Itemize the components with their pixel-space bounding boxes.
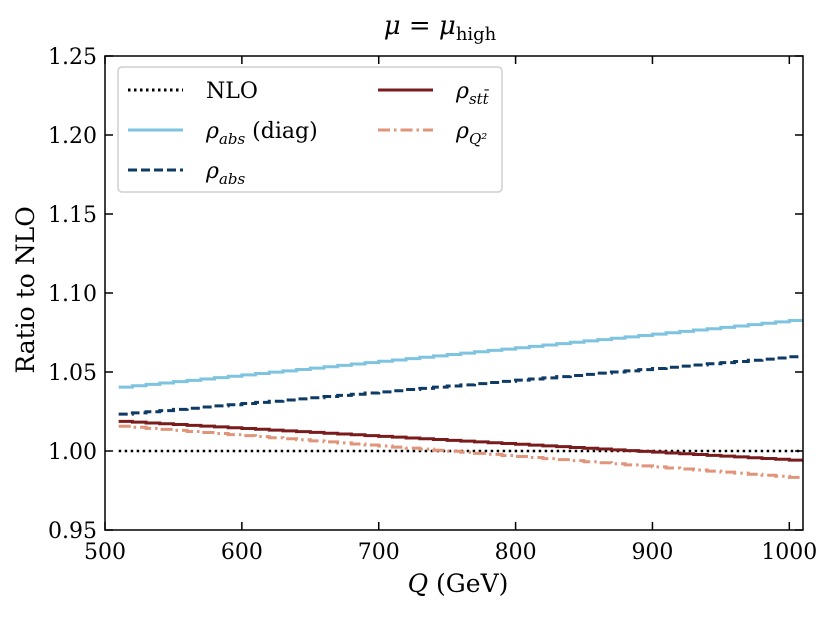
x-tick-label: 700 [358, 540, 400, 565]
x-tick-label: 1000 [761, 540, 817, 565]
y-tick-label: 1.15 [48, 203, 97, 228]
series-group [118, 319, 803, 479]
legend-label: ρabs [205, 159, 245, 188]
x-tick-label: 900 [631, 540, 673, 565]
legend-box [117, 66, 503, 193]
legend-label: NLO [206, 79, 258, 104]
plot-frame [104, 55, 804, 531]
y-tick-label: 0.95 [48, 519, 97, 544]
legend: NLO ρabs (diag) ρabs ρstt̄ ρQ² [117, 66, 503, 193]
ticks: 500 600 700 800 900 1000 0.95 1.00 1.05 1.10 1.15 1… [48, 45, 817, 565]
y-axis-label: Ratio to NLO [11, 206, 40, 373]
x-tick-label: 800 [495, 540, 537, 565]
series-line [118, 355, 803, 416]
series-line [118, 424, 803, 479]
x-axis-label: Q (GeV) [408, 569, 509, 598]
x-tick-label: 600 [221, 540, 263, 565]
y-tick-label: 1.05 [48, 361, 97, 386]
y-tick-label: 1.20 [48, 124, 97, 149]
series-line [118, 419, 803, 462]
y-tick-label: 1.25 [48, 45, 97, 70]
chart-title: μ = μhigh [384, 11, 497, 45]
legend-label: ρQ² [455, 119, 487, 148]
legend-label: ρabs (diag) [205, 119, 318, 148]
y-tick-label: 1.00 [48, 440, 97, 465]
series-line [118, 319, 803, 389]
y-tick-label: 1.10 [48, 282, 97, 307]
x-tick-label: 500 [84, 540, 126, 565]
legend-label: ρstt̄ [455, 79, 490, 108]
